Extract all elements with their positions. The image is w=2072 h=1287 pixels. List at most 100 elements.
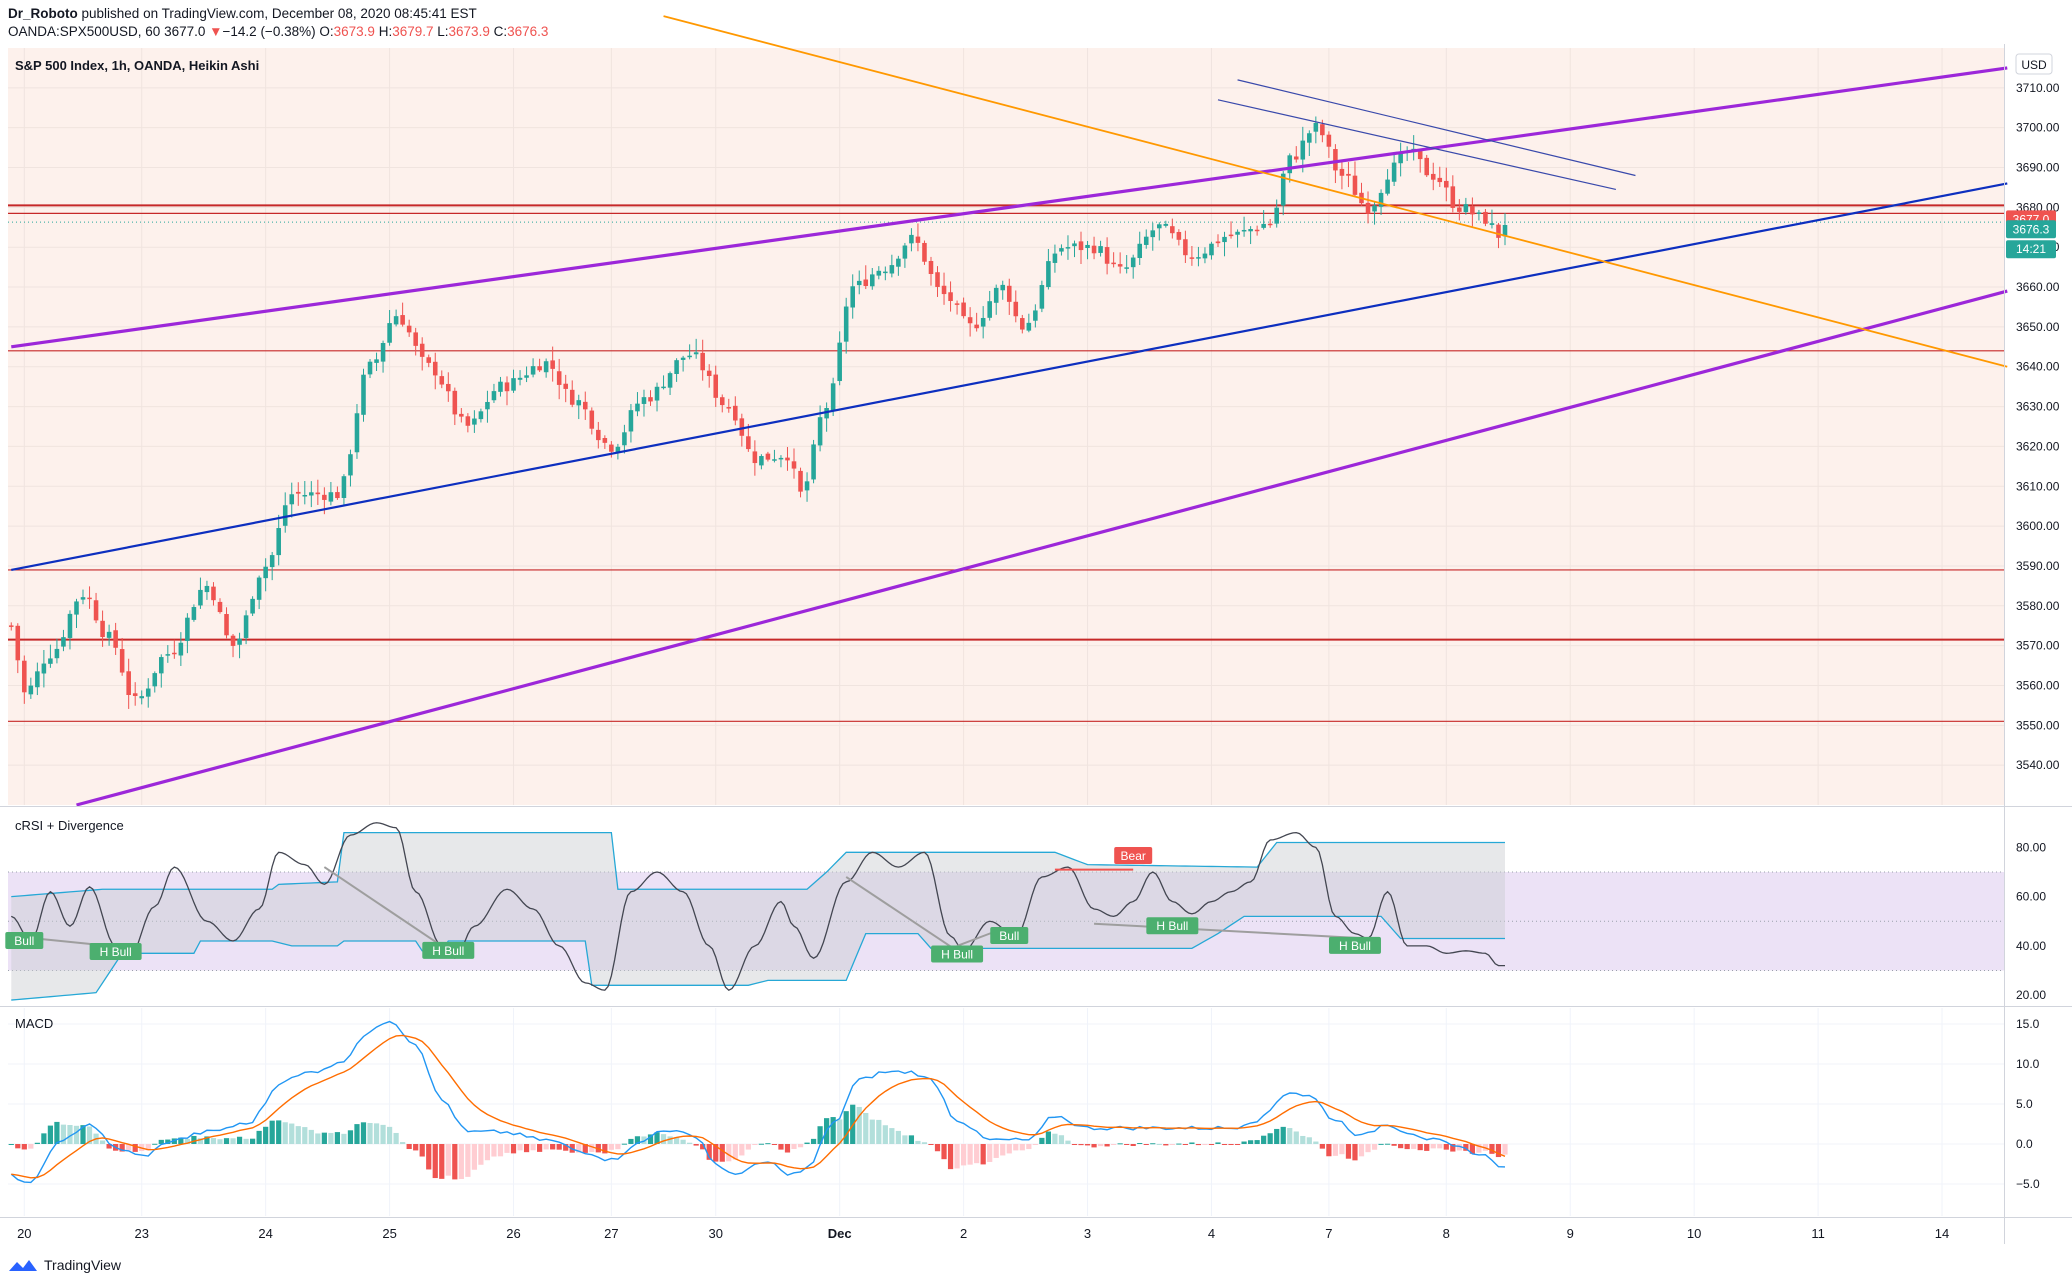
- macd-histogram-bar: [941, 1144, 947, 1160]
- candle-down: [785, 457, 790, 461]
- candle-up: [1307, 133, 1312, 143]
- candle-down: [132, 693, 138, 696]
- candle-down: [550, 360, 555, 369]
- macd-histogram-bar: [647, 1134, 654, 1144]
- macd-histogram-bar: [556, 1144, 562, 1150]
- candle-down: [1417, 151, 1423, 160]
- macd-histogram-bar: [354, 1124, 360, 1144]
- macd-histogram-bar: [28, 1144, 34, 1149]
- candle-down: [22, 660, 27, 693]
- macd-histogram-bar: [863, 1112, 869, 1144]
- macd-histogram-bar: [765, 1143, 771, 1145]
- candle-up: [1502, 225, 1508, 237]
- macd-histogram-bar: [1078, 1144, 1084, 1146]
- candle-up: [1287, 155, 1293, 174]
- candle-down: [1020, 318, 1025, 330]
- candle-up: [1313, 122, 1319, 132]
- candle-down: [941, 285, 947, 295]
- macd-histogram-bar: [132, 1144, 138, 1152]
- macd-histogram-bar: [908, 1135, 915, 1144]
- macd-histogram-bar: [191, 1135, 197, 1144]
- macd-histogram-bar: [719, 1144, 725, 1162]
- macd-histogram-bar: [47, 1125, 54, 1144]
- macd-histogram-bar: [804, 1142, 810, 1144]
- author-name[interactable]: Dr_Roboto: [8, 6, 78, 21]
- price-label-text: 3676.3: [2013, 222, 2050, 236]
- candle-down: [1424, 157, 1430, 176]
- time-tick-label: 8: [1443, 1226, 1450, 1241]
- macd-histogram-bar: [1156, 1143, 1162, 1145]
- signal-bull-tag: [931, 945, 984, 963]
- candle-down: [459, 413, 464, 417]
- candle-up: [178, 642, 184, 656]
- macd-histogram-bar: [1228, 1144, 1234, 1145]
- macd-histogram-bar: [1489, 1144, 1495, 1154]
- price-tick-label: 3600.00: [2016, 519, 2060, 533]
- last-price: 3677.0: [164, 24, 206, 39]
- signal-bull-tag: [1328, 936, 1381, 954]
- candle-down: [1013, 301, 1019, 317]
- candle-down: [1091, 245, 1097, 254]
- currency-badge[interactable]: [2015, 53, 2053, 75]
- candle-up: [1391, 162, 1397, 182]
- candle-down: [315, 492, 321, 495]
- candle-up: [641, 397, 647, 404]
- macd-histogram-bar: [256, 1130, 262, 1144]
- candle-up: [54, 648, 60, 659]
- candle-down: [1483, 211, 1488, 224]
- signal-bull-tag: [89, 943, 142, 961]
- macd-histogram-bar: [615, 1144, 621, 1150]
- macd-histogram-bar: [634, 1136, 641, 1144]
- macd-histogram-bar: [1013, 1144, 1019, 1151]
- macd-histogram-bar: [1469, 1144, 1475, 1154]
- candle-up: [1065, 247, 1071, 249]
- candle-up: [393, 316, 399, 325]
- candle-down: [87, 597, 92, 600]
- candle-down: [961, 302, 966, 317]
- time-tick-label: 26: [506, 1226, 520, 1241]
- change-arrow: ▼: [209, 24, 223, 39]
- candle-up: [198, 589, 203, 606]
- divergence-line: [323, 866, 443, 947]
- macd-histogram-bar: [1117, 1143, 1123, 1145]
- macd-histogram-bar: [1247, 1140, 1254, 1144]
- price-tick-label: 3540.00: [2016, 758, 2060, 772]
- time-tick-label: 30: [708, 1226, 722, 1241]
- macd-histogram-bar: [419, 1144, 425, 1157]
- candle-up: [987, 301, 992, 318]
- candle-up: [843, 306, 849, 342]
- macd-histogram-bar: [1084, 1144, 1091, 1146]
- price-tick-label: 3660.00: [2016, 280, 2060, 294]
- time-axis[interactable]: 20 23 24 25 26 27 30 Dec 2 3 4 7 8 9 10 11 14: [17, 1226, 1949, 1241]
- signal-label: H Bull: [1339, 939, 1371, 953]
- candle-down: [1228, 234, 1234, 237]
- macd-histogram-bar: [693, 1144, 699, 1146]
- candle-down: [863, 279, 869, 286]
- macd-histogram-bar: [184, 1138, 190, 1144]
- macd-histogram-bar: [732, 1144, 738, 1160]
- candle-up: [511, 378, 516, 391]
- candle-up: [35, 671, 40, 688]
- candle-up: [348, 454, 353, 476]
- crsi-tick-label: 60.00: [2016, 890, 2046, 904]
- macd-histogram-bar: [465, 1144, 471, 1177]
- candle-up: [309, 492, 314, 496]
- macd-histogram-bar: [1339, 1144, 1345, 1155]
- macd-histogram-bar: [993, 1144, 999, 1158]
- price-tick-label: 3640.00: [2016, 360, 2060, 374]
- candle-up: [850, 286, 855, 308]
- time-tick-label: 7: [1325, 1226, 1332, 1241]
- candle-up: [256, 577, 262, 600]
- macd-histogram-bar: [1202, 1144, 1208, 1145]
- candle-down: [406, 325, 412, 333]
- macd-histogram-bar: [1065, 1140, 1071, 1144]
- candle-down: [1111, 262, 1116, 265]
- footer-brand[interactable]: TradingView: [44, 1257, 122, 1273]
- macd-histogram-bar: [1371, 1144, 1378, 1150]
- macd-histogram-bar: [791, 1144, 797, 1149]
- trendline-upper-purple-channel: [11, 66, 2008, 349]
- macd-histogram-bar: [745, 1144, 751, 1150]
- candle-up: [811, 444, 816, 480]
- signal-bear-tag: [1114, 847, 1153, 865]
